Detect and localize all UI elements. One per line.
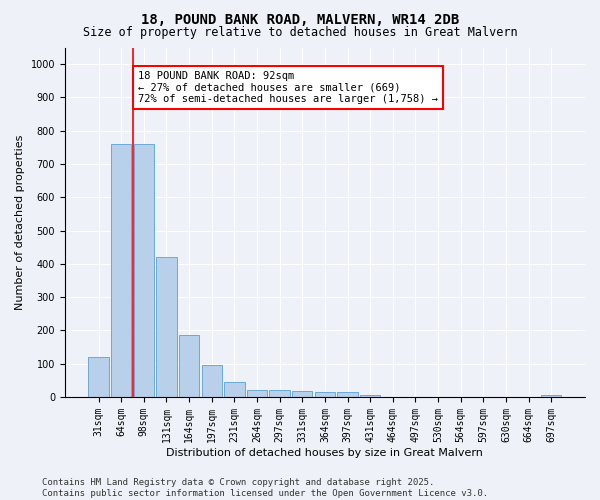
Bar (337, 392, 358, 397)
Bar (315, 392, 335, 397)
Text: 18, POUND BANK ROAD, MALVERN, WR14 2DB: 18, POUND BANK ROAD, MALVERN, WR14 2DB (141, 12, 459, 26)
Bar (202, 366, 222, 397)
Bar (179, 336, 199, 397)
Bar (360, 396, 380, 397)
X-axis label: Distribution of detached houses by size in Great Malvern: Distribution of detached houses by size … (166, 448, 484, 458)
Bar (247, 390, 267, 397)
Bar (88, 357, 109, 397)
Bar (134, 144, 154, 397)
Bar (111, 144, 131, 397)
Text: 18 POUND BANK ROAD: 92sqm
← 27% of detached houses are smaller (669)
72% of semi: 18 POUND BANK ROAD: 92sqm ← 27% of detac… (138, 71, 438, 104)
Y-axis label: Number of detached properties: Number of detached properties (15, 134, 25, 310)
Bar (541, 396, 562, 397)
Text: Contains HM Land Registry data © Crown copyright and database right 2025.
Contai: Contains HM Land Registry data © Crown c… (42, 478, 488, 498)
Bar (269, 390, 290, 397)
Bar (224, 382, 245, 397)
Bar (157, 257, 176, 397)
Text: Size of property relative to detached houses in Great Malvern: Size of property relative to detached ho… (83, 26, 517, 39)
Bar (292, 391, 313, 397)
